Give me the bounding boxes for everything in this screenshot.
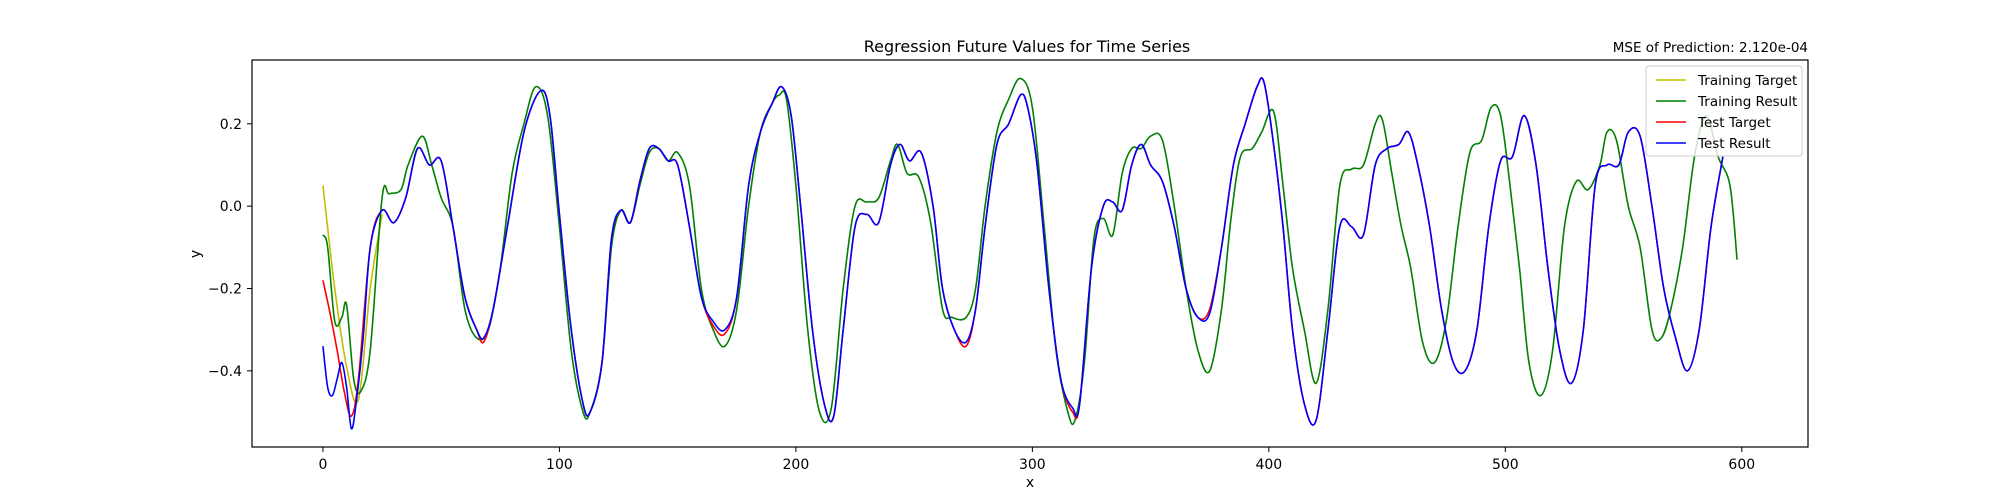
- x-tick-label: 100: [546, 457, 573, 473]
- y-axis-label: y: [188, 250, 204, 258]
- legend-label: Test Result: [1697, 136, 1771, 152]
- chart-title: Regression Future Values for Time Series: [864, 37, 1191, 56]
- y-tick-label: −0.4: [208, 364, 242, 380]
- plot-area: [251, 59, 1809, 448]
- y-axis: −0.4 −0.2 0.0 0.2: [208, 117, 252, 380]
- legend-item-training-target: Training Target: [1656, 73, 1797, 89]
- series-training-result: [322, 77, 1738, 426]
- legend-label: Test Target: [1697, 115, 1771, 131]
- x-axis-label: x: [1026, 475, 1034, 491]
- legend-frame: [1645, 65, 1803, 157]
- legend-items: Training Target Training Result Test Targe…: [1656, 73, 1797, 152]
- y-tick-label: 0.2: [220, 117, 242, 133]
- x-tick-label: 400: [1255, 457, 1282, 473]
- x-tick-label: 500: [1492, 457, 1519, 473]
- series-layer: [322, 77, 1738, 430]
- series-training-target: [322, 185, 383, 404]
- series-test-result: [322, 77, 1724, 430]
- legend-item-test-result: Test Result: [1656, 136, 1771, 152]
- x-tick-label: 300: [1019, 457, 1046, 473]
- y-tick-label: 0.0: [220, 199, 242, 215]
- y-tick-label: −0.2: [208, 281, 242, 297]
- legend-item-training-result: Training Result: [1656, 94, 1797, 110]
- x-tick-label: 600: [1728, 457, 1755, 473]
- legend-label: Training Result: [1697, 94, 1797, 110]
- x-tick-label: 0: [318, 457, 327, 473]
- legend-item-test-target: Test Target: [1656, 115, 1771, 131]
- legend: Training Target Training Result Test Targe…: [1645, 65, 1803, 157]
- x-tick-label: 200: [783, 457, 810, 473]
- plot-frame: [251, 59, 1809, 448]
- legend-label: Training Target: [1697, 73, 1797, 89]
- mse-annotation: MSE of Prediction: 2.120e-04: [1613, 40, 1808, 56]
- x-axis: 0 100 200 300 400 500 600: [318, 447, 1755, 473]
